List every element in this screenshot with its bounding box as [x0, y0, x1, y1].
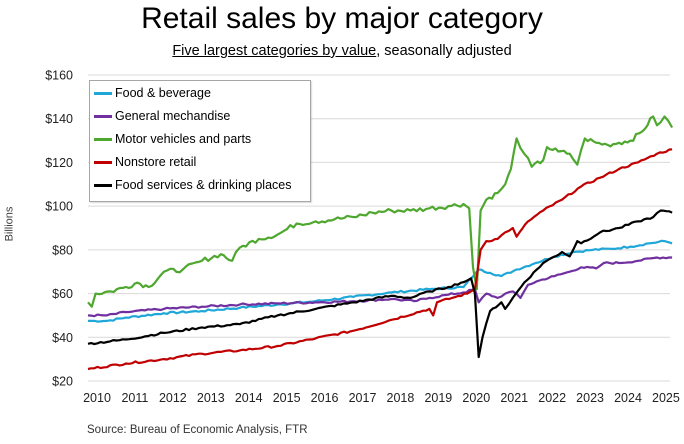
legend-swatch — [94, 137, 112, 141]
y-tick-label: $120 — [45, 156, 73, 170]
legend-item: Food services & drinking places — [94, 176, 291, 194]
series-line-food-services-drinking-places — [87, 209, 673, 359]
x-tick-label: 2019 — [424, 391, 452, 405]
x-tick-label: 2021 — [500, 391, 528, 405]
x-tick-label: 2012 — [159, 391, 187, 405]
x-tick-label: 2014 — [235, 391, 263, 405]
x-tick-label: 2017 — [349, 391, 377, 405]
x-tick-label: 2025 — [652, 391, 680, 405]
x-tick-label: 2023 — [576, 391, 604, 405]
subtitle-rest: , seasonally adjusted — [376, 43, 512, 59]
legend-label: Food & beverage — [115, 86, 211, 100]
x-tick-label: 2024 — [614, 391, 642, 405]
legend-item: Motor vehicles and parts — [94, 130, 251, 148]
legend-label: Motor vehicles and parts — [115, 132, 252, 146]
legend-label: Food services & drinking places — [115, 178, 292, 192]
chart-subtitle: Five largest categories by value, season… — [0, 43, 684, 59]
legend-label: Nonstore retail — [115, 155, 197, 169]
subtitle-underlined: Five largest categories by value — [172, 43, 377, 59]
x-tick-label: 2018 — [387, 391, 415, 405]
chart-title: Retail sales by major category — [141, 2, 543, 35]
y-tick-label: $60 — [52, 287, 73, 301]
x-tick-label: 2020 — [462, 391, 490, 405]
x-tick-labels: 2010 2011 2012 2013 2014 2015 2016 2017 2018 2019… — [83, 391, 680, 405]
legend: Food & beverage General mechandise Motor v… — [89, 80, 311, 202]
y-tick-label: $80 — [52, 243, 73, 257]
x-tick-label: 2010 — [83, 391, 111, 405]
series-line-general-mechandise — [87, 256, 673, 318]
legend-item: Food & beverage — [94, 84, 211, 102]
series-line-motor-vehicles-and-parts — [87, 115, 674, 308]
legend-label: General mechandise — [115, 109, 231, 123]
y-tick-labels: $20 $40 $60 $80 $100 $120 $140 $160 — [45, 69, 73, 389]
legend-swatch — [94, 114, 112, 118]
series-lines — [87, 115, 674, 371]
y-tick-label: $140 — [45, 112, 73, 126]
series-line-food-beverage — [88, 239, 673, 323]
legend-swatch — [94, 160, 112, 164]
y-tick-label: $100 — [45, 200, 73, 214]
source-note: Source: Bureau of Economic Analysis, FTR — [87, 424, 308, 436]
legend-swatch — [94, 91, 112, 95]
x-tick-label: 2022 — [538, 391, 566, 405]
legend-item: Nonstore retail — [94, 153, 196, 171]
x-tick-label: 2015 — [273, 391, 301, 405]
x-tick-label: 2016 — [311, 391, 339, 405]
y-tick-label: $20 — [52, 375, 73, 389]
y-tick-label: $40 — [52, 331, 73, 345]
legend-swatch — [94, 183, 112, 187]
x-tick-label: 2011 — [121, 391, 148, 405]
y-tick-label: $160 — [45, 69, 73, 83]
series-line-nonstore-retail — [87, 148, 673, 371]
legend-item: General mechandise — [94, 107, 230, 125]
x-tick-label: 2013 — [197, 391, 225, 405]
